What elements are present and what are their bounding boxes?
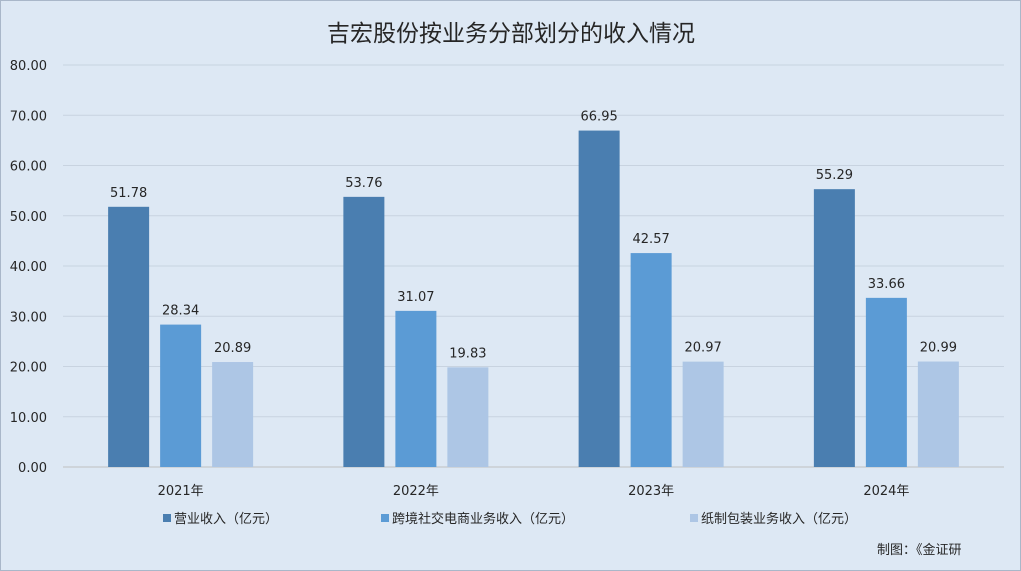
data-label: 20.89 [214, 341, 251, 356]
y-tick-label: 60.00 [10, 160, 47, 175]
credit-text: 制图：《金证研 [877, 542, 962, 558]
bar [343, 196, 385, 467]
x-axis: 2021年 2022年 2023年 2024年 [158, 484, 910, 499]
bar [447, 367, 489, 467]
data-label: 19.83 [449, 346, 486, 361]
y-tick-label: 50.00 [10, 210, 47, 225]
data-label: 33.66 [868, 277, 905, 292]
bar [682, 361, 724, 467]
data-label: 51.78 [110, 186, 147, 201]
y-axis: 0.00 10.00 20.00 30.00 40.00 50.00 60.00 70.00 8… [10, 59, 47, 476]
bar [865, 297, 907, 467]
gridlines [63, 64, 1004, 468]
data-label: 55.29 [816, 168, 853, 183]
legend: 营业收入（亿元） 跨境社交电商业务收入（亿元） 纸制包装业务收入（亿元） [163, 511, 857, 527]
data-label: 42.57 [633, 232, 670, 247]
x-tick-label: 2022年 [393, 484, 439, 499]
bar [813, 189, 855, 467]
y-tick-label: 40.00 [10, 260, 47, 275]
data-label: 20.99 [920, 341, 957, 356]
y-tick-label: 0.00 [18, 461, 47, 476]
legend-swatch [690, 514, 698, 522]
legend-label: 跨境社交电商业务收入（亿元） [392, 511, 574, 527]
bars: 51.78 28.34 20.89 53.76 31.07 19.83 66.95 42.57… [108, 110, 959, 468]
legend-label: 纸制包装业务收入（亿元） [701, 511, 857, 527]
bar [212, 362, 254, 467]
bar [917, 361, 959, 467]
data-label: 28.34 [162, 304, 199, 319]
bar [578, 130, 620, 468]
x-tick-label: 2024年 [863, 484, 909, 499]
y-tick-label: 30.00 [10, 310, 47, 325]
legend-swatch [163, 514, 171, 522]
y-tick-label: 70.00 [10, 109, 47, 124]
x-tick-label: 2021年 [158, 484, 204, 499]
bar [108, 206, 150, 468]
bar [630, 253, 672, 467]
legend-label: 营业收入（亿元） [174, 512, 278, 527]
legend-swatch [381, 514, 389, 522]
data-label: 20.97 [685, 341, 722, 356]
bar [160, 324, 202, 467]
chart-title: 吉宏股份按业务分部划分的收入情况 [327, 21, 695, 47]
data-label: 31.07 [397, 290, 434, 305]
y-tick-label: 80.00 [10, 59, 47, 74]
y-tick-label: 10.00 [10, 411, 47, 426]
y-tick-label: 20.00 [10, 361, 47, 376]
data-label: 66.95 [581, 110, 618, 125]
data-label: 53.76 [345, 176, 382, 191]
x-tick-label: 2023年 [628, 484, 674, 499]
bar [395, 310, 437, 467]
